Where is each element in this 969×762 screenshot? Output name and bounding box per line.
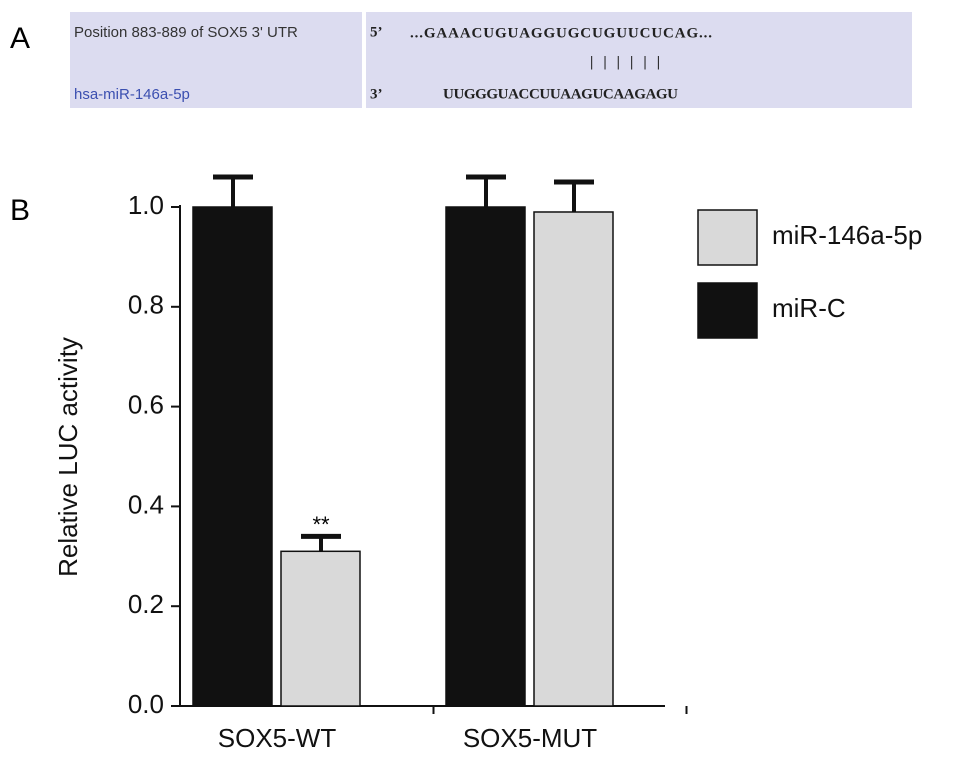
bar (533, 211, 614, 707)
bar (280, 550, 361, 707)
y-tick-label: 0.6 (128, 389, 164, 419)
y-axis-label: Relative LUC activity (53, 337, 83, 577)
target-end: 5’ (370, 24, 383, 40)
x-tick-label: SOX5-MUT (463, 723, 597, 753)
x-tick-label: SOX5-WT (218, 723, 337, 753)
bar (192, 206, 273, 707)
y-tick-label: 0.0 (128, 689, 164, 719)
y-tick-label: 0.4 (128, 489, 164, 519)
y-tick-label: 0.8 (128, 290, 164, 320)
mirna-end: 3’ (370, 86, 383, 102)
legend-swatch (697, 282, 758, 339)
mirna-seq: UUGGGUACCUUAAGUCAAGAGU (443, 86, 678, 102)
label-box (70, 12, 362, 108)
legend-label: miR-146a-5p (772, 220, 922, 250)
annotation: ** (312, 512, 330, 537)
bar (445, 206, 526, 707)
target-label: Position 883-889 of SOX5 3' UTR (74, 24, 298, 41)
legend-label: miR-C (772, 293, 846, 323)
panel-label: B (10, 194, 30, 227)
sequence-box (366, 12, 912, 108)
panel-label: A (10, 22, 30, 55)
legend-swatch (697, 209, 758, 266)
target-seq: ...GAAACUGUAGGUGCUGUUCUCAG... (410, 25, 712, 41)
mirna-label: hsa-miR-146a-5p (74, 86, 190, 103)
y-tick-label: 1.0 (128, 190, 164, 220)
y-tick-label: 0.2 (128, 589, 164, 619)
